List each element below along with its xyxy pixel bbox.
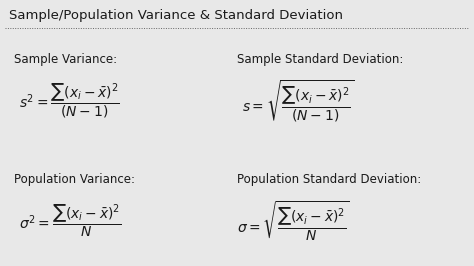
Text: $\sigma = \sqrt{\dfrac{\sum(x_i - \bar{x})^2}{N}}$: $\sigma = \sqrt{\dfrac{\sum(x_i - \bar{x… bbox=[237, 199, 350, 243]
Text: Sample Variance:: Sample Variance: bbox=[14, 53, 118, 66]
Text: Sample Standard Deviation:: Sample Standard Deviation: bbox=[237, 53, 403, 66]
Text: $s^2 = \dfrac{\sum(x_i - \bar{x})^2}{(N-1)}$: $s^2 = \dfrac{\sum(x_i - \bar{x})^2}{(N-… bbox=[19, 82, 120, 120]
Text: Population Standard Deviation:: Population Standard Deviation: bbox=[237, 173, 421, 186]
Text: Population Variance:: Population Variance: bbox=[14, 173, 135, 186]
Text: $s = \sqrt{\dfrac{\sum(x_i - \bar{x})^2}{(N-1)}}$: $s = \sqrt{\dfrac{\sum(x_i - \bar{x})^2}… bbox=[242, 78, 354, 124]
Text: $\sigma^2 = \dfrac{\sum(x_i - \bar{x})^2}{N}$: $\sigma^2 = \dfrac{\sum(x_i - \bar{x})^2… bbox=[19, 203, 121, 239]
Text: Sample/Population Variance & Standard Deviation: Sample/Population Variance & Standard De… bbox=[9, 9, 344, 22]
